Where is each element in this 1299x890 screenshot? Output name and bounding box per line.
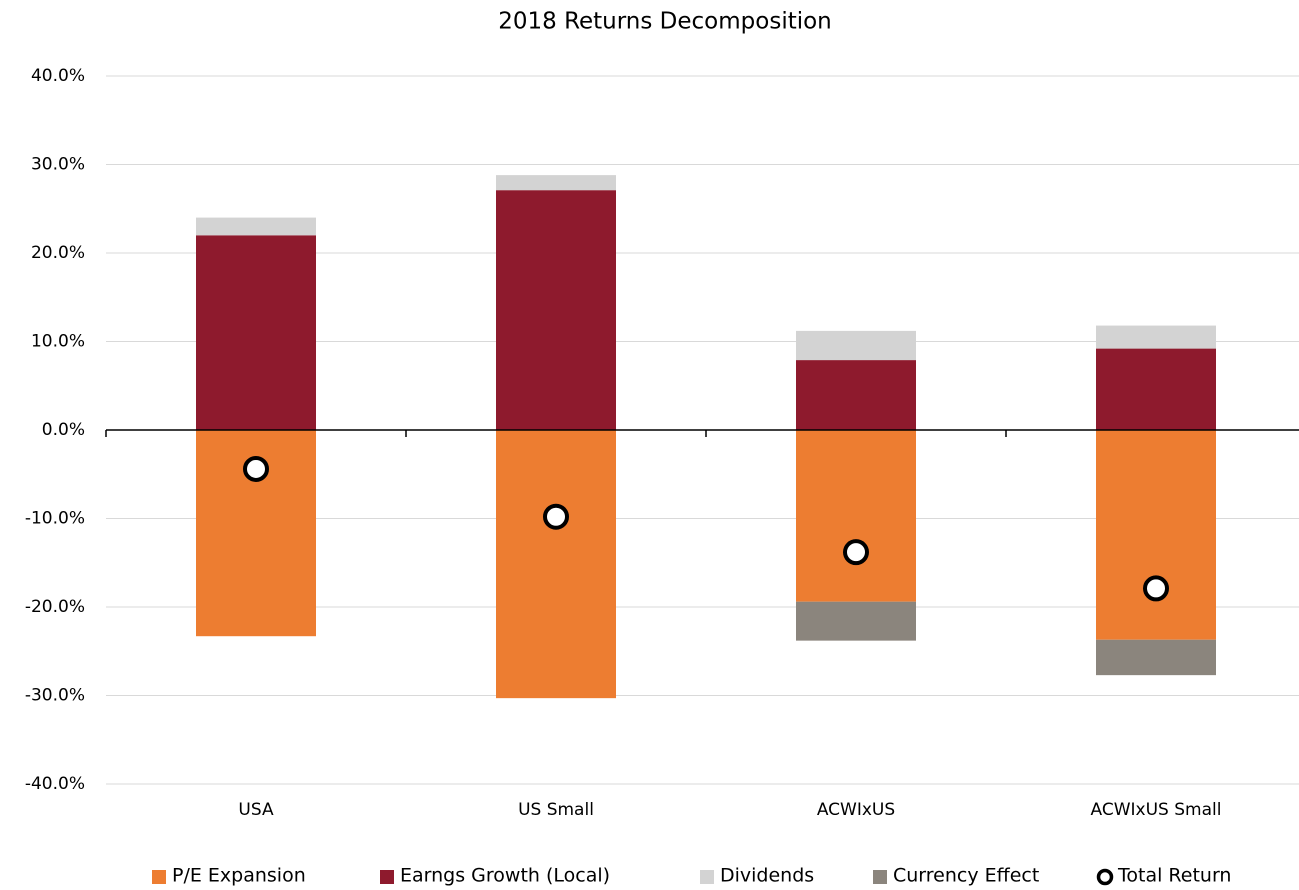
legend-marker: [873, 870, 887, 884]
bar-segment: [496, 175, 616, 191]
y-tick-label: 0.0%: [42, 420, 85, 440]
y-tick-label: 40.0%: [31, 66, 85, 86]
total-return-marker: [1143, 575, 1169, 602]
bar-segment: [1096, 639, 1216, 676]
total-return-marker: [543, 503, 569, 530]
y-tick-label: -10.0%: [25, 509, 85, 529]
legend-label: Dividends: [720, 865, 814, 887]
legend-marker: [1096, 868, 1114, 886]
bar-segment: [796, 430, 916, 602]
legend-label: P/E Expansion: [172, 865, 306, 887]
chart-title: 2018 Returns Decomposition: [498, 9, 832, 35]
legend-label: Earngs Growth (Local): [400, 865, 610, 887]
total-return-marker: [843, 539, 869, 566]
y-tick-label: 20.0%: [31, 243, 85, 263]
bar-segment: [196, 217, 316, 236]
bar-segment: [1096, 430, 1216, 640]
x-tick-label: US Small: [518, 800, 594, 820]
bar-segment: [496, 430, 616, 699]
bar-segment: [196, 235, 316, 430]
legend-marker: [700, 870, 714, 884]
total-return-marker: [243, 455, 269, 482]
x-tick-label: ACWIxUS: [817, 800, 895, 820]
x-tick-label: USA: [238, 800, 274, 820]
y-tick-label: -40.0%: [25, 774, 85, 794]
bar-segment: [796, 330, 916, 361]
y-tick-label: -30.0%: [25, 686, 85, 706]
bar-segment: [1096, 348, 1216, 430]
y-tick-label: -20.0%: [25, 597, 85, 617]
bar-segment: [496, 190, 616, 430]
legend-label: Total Return: [1117, 865, 1231, 887]
bar-segment: [796, 360, 916, 430]
legend-marker: [152, 870, 166, 884]
y-tick-label: 10.0%: [31, 332, 85, 352]
legend-label: Currency Effect: [893, 865, 1039, 887]
bar-segment: [796, 601, 916, 641]
legend-marker: [380, 870, 394, 884]
bar-segment: [1096, 325, 1216, 349]
y-tick-label: 30.0%: [31, 155, 85, 175]
x-tick-label: ACWIxUS Small: [1091, 800, 1222, 820]
